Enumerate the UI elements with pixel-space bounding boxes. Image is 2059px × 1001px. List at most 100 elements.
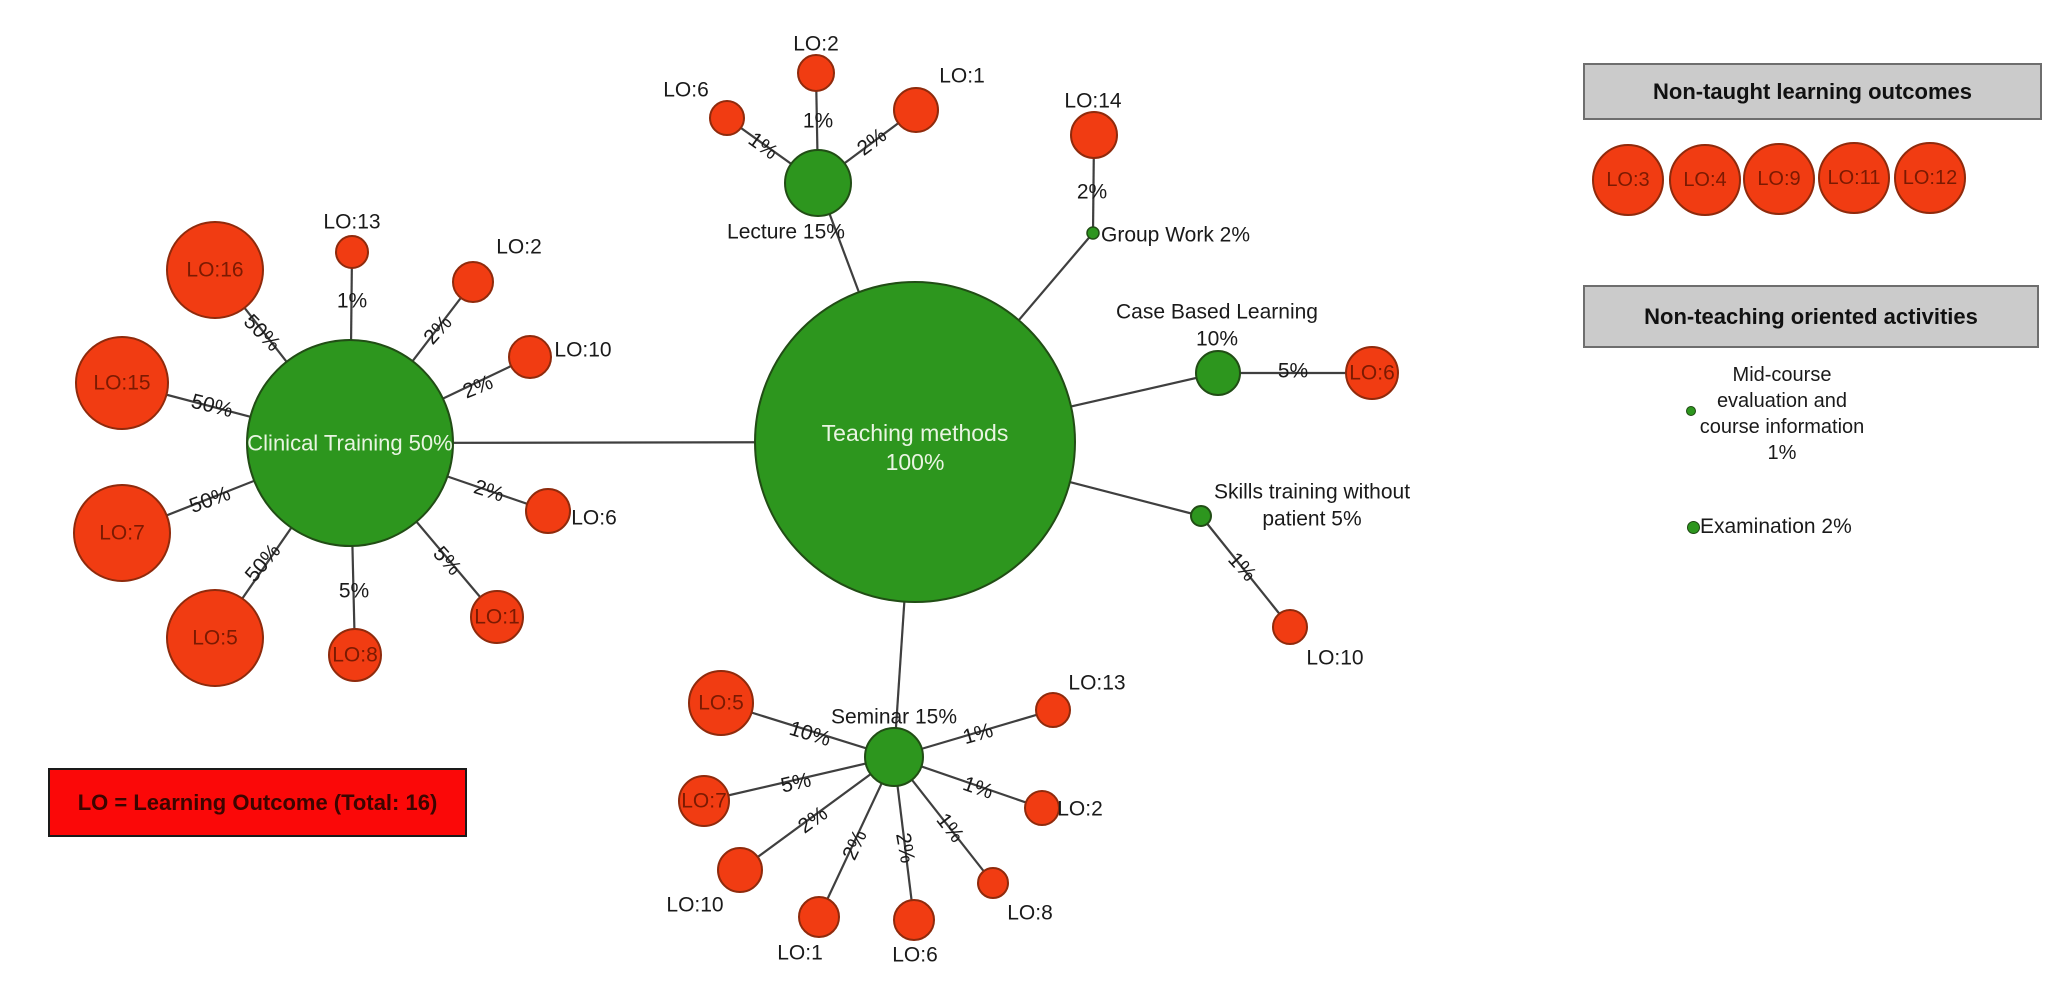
node-se2 bbox=[1024, 790, 1060, 826]
edge-skills-s10 bbox=[1200, 515, 1291, 628]
edge-pct-seminar-se8: 1% bbox=[932, 809, 969, 847]
edge-pct-lecture-le1: 2% bbox=[853, 124, 891, 161]
node-label-nt12: LO:12 bbox=[1903, 167, 1957, 189]
edge-pct-skills-s10: 1% bbox=[1223, 548, 1260, 586]
midcourse-line-1: Mid-course bbox=[1732, 364, 1832, 386]
node-label-cb6: LO:6 bbox=[1349, 362, 1395, 385]
edge-pct-groupwork-g14: 2% bbox=[1077, 181, 1107, 204]
edge-pct-clinical-c13: 1% bbox=[337, 290, 367, 313]
non-taught-header: Non-taught learning outcomes bbox=[1583, 63, 2042, 120]
node-c13 bbox=[335, 235, 369, 269]
node-label-nt4: LO:4 bbox=[1683, 169, 1726, 191]
node-cb6 bbox=[1345, 346, 1399, 400]
legend-text: LO = Learning Outcome (Total: 16) bbox=[77, 789, 438, 815]
node-label-le2: LO:2 bbox=[793, 33, 839, 56]
non-teaching-header: Non-teaching oriented activities bbox=[1583, 285, 2039, 348]
examination-dot bbox=[1687, 521, 1700, 534]
node-se7 bbox=[678, 775, 730, 827]
edge-pct-seminar-se5: 10% bbox=[787, 717, 834, 751]
node-label-c8: LO:8 bbox=[332, 644, 378, 667]
node-label-c2: LO:2 bbox=[496, 236, 542, 259]
node-s10 bbox=[1272, 609, 1308, 645]
node-cbl bbox=[1195, 350, 1241, 396]
node-nt9 bbox=[1743, 143, 1815, 215]
node-label-se8: LO:8 bbox=[1007, 902, 1053, 925]
node-label-se1: LO:1 bbox=[777, 942, 823, 965]
edge-pct-seminar-se13: 1% bbox=[960, 719, 996, 749]
midcourse-line-2: evaluation and bbox=[1716, 390, 1848, 412]
node-le6 bbox=[709, 100, 745, 136]
node-label-se7: LO:7 bbox=[681, 790, 727, 813]
node-c10 bbox=[508, 335, 552, 379]
legend-box: LO = Learning Outcome (Total: 16) bbox=[48, 768, 467, 837]
midcourse-line-4: 1% bbox=[1767, 442, 1797, 464]
node-se6 bbox=[893, 899, 935, 941]
node-label-lecture: Lecture 15% bbox=[727, 221, 845, 244]
node-label-se5: LO:5 bbox=[698, 692, 744, 715]
node-le1 bbox=[893, 87, 939, 133]
node-lecture bbox=[784, 149, 852, 217]
node-label-teaching: Teaching methods 100% bbox=[822, 420, 1009, 475]
edge-seminar-se10 bbox=[739, 756, 895, 871]
node-label-c10: LO:10 bbox=[554, 339, 611, 362]
node-label-groupwork: Group Work 2% bbox=[1101, 224, 1250, 247]
node-c7 bbox=[73, 484, 171, 582]
node-label-s10: LO:10 bbox=[1306, 647, 1363, 670]
node-label-nt3: LO:3 bbox=[1606, 169, 1649, 191]
non-taught-title: Non-taught learning outcomes bbox=[1653, 78, 1972, 104]
node-label-se2: LO:2 bbox=[1057, 798, 1103, 821]
node-label-c13: LO:13 bbox=[323, 211, 380, 234]
node-label-c1: LO:1 bbox=[474, 606, 520, 629]
node-label-c16: LO:16 bbox=[186, 259, 243, 282]
node-le2 bbox=[797, 54, 835, 92]
edge-pct-seminar-se7: 5% bbox=[779, 768, 814, 797]
edge-pct-cbl-cb6: 5% bbox=[1278, 360, 1308, 383]
edge-pct-clinical-c15: 50% bbox=[189, 390, 235, 422]
node-se8 bbox=[977, 867, 1009, 899]
midcourse-dot bbox=[1686, 406, 1696, 416]
node-label-le6: LO:6 bbox=[663, 79, 709, 102]
node-label-nt9: LO:9 bbox=[1757, 168, 1800, 190]
node-nt4 bbox=[1669, 144, 1741, 216]
midcourse-label: Mid-course evaluation and course informa… bbox=[1662, 362, 1902, 466]
node-g14 bbox=[1070, 111, 1118, 159]
node-se5 bbox=[688, 670, 754, 736]
node-label-se10: LO:10 bbox=[666, 894, 723, 917]
edge-pct-clinical-c6: 2% bbox=[471, 475, 507, 506]
node-se13 bbox=[1035, 692, 1071, 728]
edge-pct-lecture-le2: 1% bbox=[803, 110, 833, 133]
edge-pct-seminar-se1: 2% bbox=[838, 826, 872, 863]
node-label-nt11: LO:11 bbox=[1828, 167, 1881, 189]
node-skills bbox=[1190, 505, 1212, 527]
node-label-c6: LO:6 bbox=[571, 507, 617, 530]
node-seminar bbox=[864, 727, 924, 787]
edge-pct-seminar-se2: 1% bbox=[960, 772, 996, 804]
node-c8 bbox=[328, 628, 382, 682]
edge-seminar-se7 bbox=[703, 755, 895, 803]
node-nt11 bbox=[1818, 142, 1890, 214]
node-c1 bbox=[470, 590, 524, 644]
node-c2 bbox=[452, 261, 494, 303]
node-label-clinical: Clinical Training 50% bbox=[247, 431, 452, 456]
edge-pct-clinical-c8: 5% bbox=[339, 580, 369, 603]
node-label-c7: LO:7 bbox=[99, 522, 145, 545]
examination-label: Examination 2% bbox=[1700, 515, 1852, 538]
node-label-se6: LO:6 bbox=[892, 944, 938, 967]
node-c5 bbox=[166, 589, 264, 687]
node-label-g14: LO:14 bbox=[1064, 90, 1122, 113]
node-label-cbl: Case Based Learning 10% bbox=[1116, 301, 1318, 351]
node-c15 bbox=[75, 336, 169, 430]
node-se10 bbox=[717, 847, 763, 893]
node-label-le1: LO:1 bbox=[939, 65, 985, 88]
node-label-c5: LO:5 bbox=[192, 627, 238, 650]
edge-pct-seminar-se6: 2% bbox=[891, 831, 919, 865]
node-clinical bbox=[246, 339, 454, 547]
node-c6 bbox=[525, 488, 571, 534]
node-nt3 bbox=[1592, 144, 1664, 216]
node-label-se13: LO:13 bbox=[1068, 672, 1125, 695]
node-label-seminar: Seminar 15% bbox=[831, 706, 957, 729]
node-label-skills: Skills training without patient 5% bbox=[1214, 481, 1410, 531]
midcourse-line-3: course information bbox=[1699, 416, 1865, 438]
